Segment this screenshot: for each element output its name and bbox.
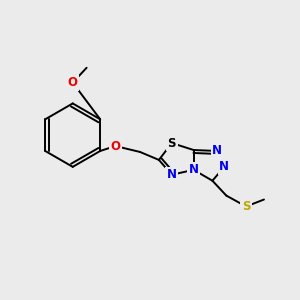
Text: S: S: [167, 136, 176, 150]
Text: N: N: [219, 160, 229, 173]
Text: N: N: [212, 145, 222, 158]
Text: O: O: [68, 76, 78, 89]
Text: O: O: [110, 140, 120, 152]
Text: N: N: [167, 168, 177, 181]
Text: N: N: [189, 163, 199, 176]
Text: S: S: [242, 200, 250, 213]
